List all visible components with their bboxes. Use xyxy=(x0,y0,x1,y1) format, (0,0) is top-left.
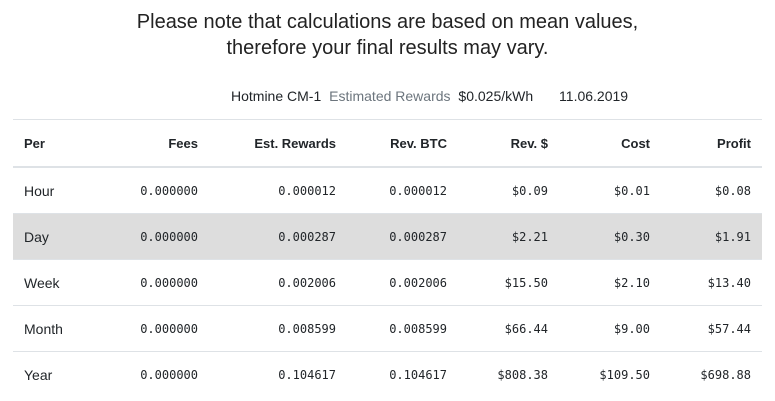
cell-cost: $0.30 xyxy=(559,213,661,260)
table-row: Day 0.000000 0.000287 0.000287 $2.21 $0.… xyxy=(13,213,762,260)
header-rev-usd: Rev. $ xyxy=(458,119,559,168)
cell-per: Hour xyxy=(13,167,111,214)
cell-profit: $0.08 xyxy=(661,167,762,214)
cell-profit: $1.91 xyxy=(661,213,762,260)
cell-rev-usd: $808.38 xyxy=(497,367,548,382)
cell-per: Year xyxy=(24,366,53,383)
cell-fees: 0.000000 xyxy=(111,213,209,260)
cell-rev-usd: $15.50 xyxy=(458,259,559,306)
header-fees: Fees xyxy=(111,119,209,168)
cell-cost: $0.01 xyxy=(559,167,661,214)
rewards-table: Per Fees Est. Rewards Rev. BTC Rev. $ Co… xyxy=(13,119,762,397)
calculation-note-line-2: therefore your final results may vary. xyxy=(226,37,549,59)
table-row: Week 0.000000 0.002006 0.002006 $15.50 $… xyxy=(13,259,762,306)
cell-rev-btc: 0.000287 xyxy=(347,213,458,260)
cell-est-rewards: 0.000287 xyxy=(209,213,347,260)
cell-per: Day xyxy=(13,213,111,260)
table-row: Year 0.000000 0.104617 0.104617 $808.38 … xyxy=(13,352,762,398)
cell-fees: 0.000000 xyxy=(111,167,209,214)
cell-rev-usd: $66.44 xyxy=(458,305,559,352)
cell-cost: $9.00 xyxy=(559,305,661,352)
device-name: Hotmine CM-1 xyxy=(231,88,322,104)
cell-fees: 0.000000 xyxy=(111,305,209,352)
cell-fees: 0.000000 xyxy=(140,367,198,382)
header-per: Per xyxy=(13,119,111,168)
cell-fees: 0.000000 xyxy=(111,259,209,306)
cell-rev-btc: 0.104617 xyxy=(389,367,447,382)
cell-profit: $13.40 xyxy=(661,259,762,306)
cell-rev-btc: 0.002006 xyxy=(347,259,458,306)
cell-rev-usd: $0.09 xyxy=(458,167,559,214)
cell-cost: $109.50 xyxy=(599,367,650,382)
calculation-note-line-1: Please note that calculations are based … xyxy=(136,11,639,33)
cell-rev-btc: 0.008599 xyxy=(347,305,458,352)
meta-info: Hotmine CM-1 Estimated Rewards $0.025/kW… xyxy=(231,88,628,104)
cell-profit: $57.44 xyxy=(661,305,762,352)
estimated-rewards-label: Estimated Rewards xyxy=(329,88,451,104)
header-est-rewards: Est. Rewards xyxy=(209,119,347,168)
cell-est-rewards: 0.000012 xyxy=(209,167,347,214)
cell-est-rewards: 0.008599 xyxy=(209,305,347,352)
cell-est-rewards: 0.002006 xyxy=(209,259,347,306)
cell-rev-usd: $2.21 xyxy=(458,213,559,260)
cell-per: Month xyxy=(13,305,111,352)
cell-per: Week xyxy=(13,259,111,306)
header-profit: Profit xyxy=(661,119,762,168)
header-cost: Cost xyxy=(559,119,661,168)
calculation-note: Please note that calculations are based … xyxy=(0,9,775,61)
cell-profit: $698.88 xyxy=(700,367,751,382)
cell-est-rewards: 0.104617 xyxy=(278,367,336,382)
table-row: Month 0.000000 0.008599 0.008599 $66.44 … xyxy=(13,305,762,352)
header-rev-btc: Rev. BTC xyxy=(347,119,458,168)
table-header-row: Per Fees Est. Rewards Rev. BTC Rev. $ Co… xyxy=(13,119,762,168)
cell-rev-btc: 0.000012 xyxy=(347,167,458,214)
electricity-price: $0.025/kWh xyxy=(458,88,534,104)
cell-cost: $2.10 xyxy=(559,259,661,306)
table-row: Hour 0.000000 0.000012 0.000012 $0.09 $0… xyxy=(13,167,762,214)
calculation-date: 11.06.2019 xyxy=(559,88,629,104)
